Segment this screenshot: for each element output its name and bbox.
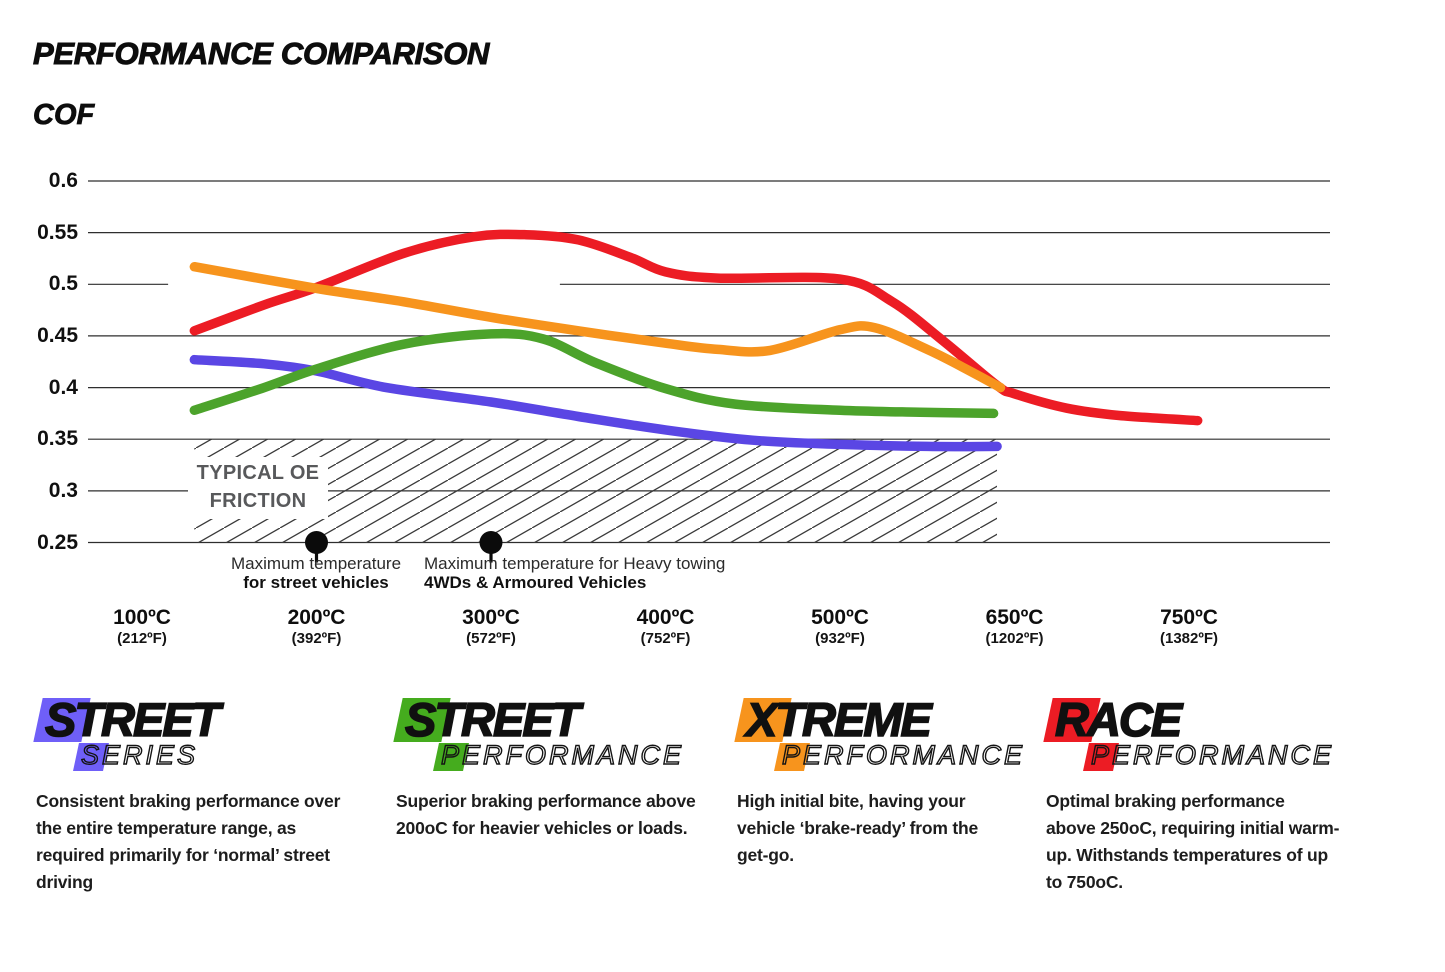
legend-street-performance: STREET PERFORMANCE Superior braking perf… xyxy=(393,692,726,842)
x-tick-fahrenheit: (1202ºF) xyxy=(985,630,1044,647)
logo-word-secondary: SERIES xyxy=(80,739,199,770)
x-tick-fahrenheit: (392ºF) xyxy=(291,630,342,647)
y-tick-label: 0.5 xyxy=(48,272,78,296)
annotation-max-temp-heavy: Maximum temperature for Heavy towing 4WD… xyxy=(424,554,764,592)
legend-xtreme-performance: XTREME PERFORMANCE High initial bite, ha… xyxy=(734,692,1033,869)
logo-word-secondary: PERFORMANCE xyxy=(781,739,1026,770)
x-tick-celsius: 100ºC xyxy=(113,606,171,629)
y-tick-label: 0.55 xyxy=(37,220,78,244)
legend-description: Consistent braking performance over the … xyxy=(36,791,341,892)
series-line-xtreme-performance xyxy=(189,261,1006,393)
y-axis-title: COF xyxy=(33,99,95,132)
marker-dot xyxy=(479,531,503,555)
x-tick-label: 400ºC (752ºF) xyxy=(581,606,751,648)
x-tick-label: 750ºC (1382ºF) xyxy=(1104,606,1274,648)
marker-dot xyxy=(305,531,328,555)
x-tick-celsius: 300ºC xyxy=(462,606,520,629)
x-tick-label: 650ºC (1202ºF) xyxy=(930,606,1100,648)
logo-word-secondary: PERFORMANCE xyxy=(1090,739,1335,770)
x-tick-fahrenheit: (752ºF) xyxy=(640,630,691,647)
annotation-line: Maximum temperature xyxy=(230,554,402,573)
xtreme-performance-logo: XTREME PERFORMANCE xyxy=(734,692,1033,778)
x-tick-celsius: 750ºC xyxy=(1160,606,1218,629)
x-tick-celsius: 500ºC xyxy=(811,606,869,629)
annotation-line-bold: 4WDs & Armoured Vehicles xyxy=(424,572,647,592)
street-performance-logo: STREET PERFORMANCE xyxy=(393,692,726,778)
page-title: PERFORMANCE COMPARISON xyxy=(32,36,490,72)
logo-word-primary: RACE xyxy=(1054,692,1183,747)
legend-description: Optimal braking performance above 250oC,… xyxy=(1046,791,1340,892)
x-tick-fahrenheit: (572ºF) xyxy=(466,630,516,647)
brand-legend: STREET SERIES Consistent braking perform… xyxy=(0,692,1445,958)
white-smudge xyxy=(168,252,560,308)
logo-word-secondary: PERFORMANCE xyxy=(440,739,685,770)
x-tick-label: 500ºC (932ºF) xyxy=(755,606,925,648)
legend-race-performance: RACE PERFORMANCE Optimal braking perform… xyxy=(1043,692,1386,896)
typical-oe-friction-label: TYPICAL OE FRICTION xyxy=(188,457,328,519)
y-tick-label: 0.6 xyxy=(48,169,78,192)
y-tick-label: 0.25 xyxy=(37,530,78,554)
x-tick-fahrenheit: (212ºF) xyxy=(117,630,167,647)
legend-description: Superior braking performance above 200oC… xyxy=(396,791,696,838)
y-tick-label: 0.35 xyxy=(37,427,78,451)
x-tick-celsius: 400ºC xyxy=(636,606,695,629)
y-tick-label: 0.3 xyxy=(48,478,78,502)
logo-word-primary: STREET xyxy=(404,692,581,747)
series-line-race-performance xyxy=(189,229,1203,426)
street-series-logo: STREET SERIES xyxy=(33,692,374,778)
x-tick-fahrenheit: (1382ºF) xyxy=(1159,630,1218,647)
logo-word-primary: STREET xyxy=(44,692,221,747)
race-performance-logo: RACE PERFORMANCE xyxy=(1043,692,1386,778)
logo-word-primary: XTREME xyxy=(745,692,932,747)
oe-friction-band xyxy=(194,439,998,543)
x-tick-label: 100ºC (212ºF) xyxy=(57,606,227,648)
x-tick-label: 200ºC (392ºF) xyxy=(232,606,402,648)
y-tick-label: 0.45 xyxy=(37,323,78,347)
legend-description: High initial bite, having your vehicle ‘… xyxy=(737,791,979,865)
y-tick-label: 0.4 xyxy=(48,375,78,399)
x-tick-celsius: 200ºC xyxy=(287,606,346,629)
series-line-street-performance xyxy=(189,328,999,419)
x-tick-label: 300ºC (572ºF) xyxy=(406,606,576,648)
annotation-line-bold: for street vehicles xyxy=(243,572,389,592)
annotation-max-temp-street: Maximum temperature for street vehicles xyxy=(156,554,476,592)
x-tick-celsius: 650ºC xyxy=(985,606,1044,629)
annotation-line: Maximum temperature for Heavy towing xyxy=(424,554,726,573)
x-tick-fahrenheit: (932ºF) xyxy=(815,630,865,647)
legend-street-series: STREET SERIES Consistent braking perform… xyxy=(33,692,374,896)
